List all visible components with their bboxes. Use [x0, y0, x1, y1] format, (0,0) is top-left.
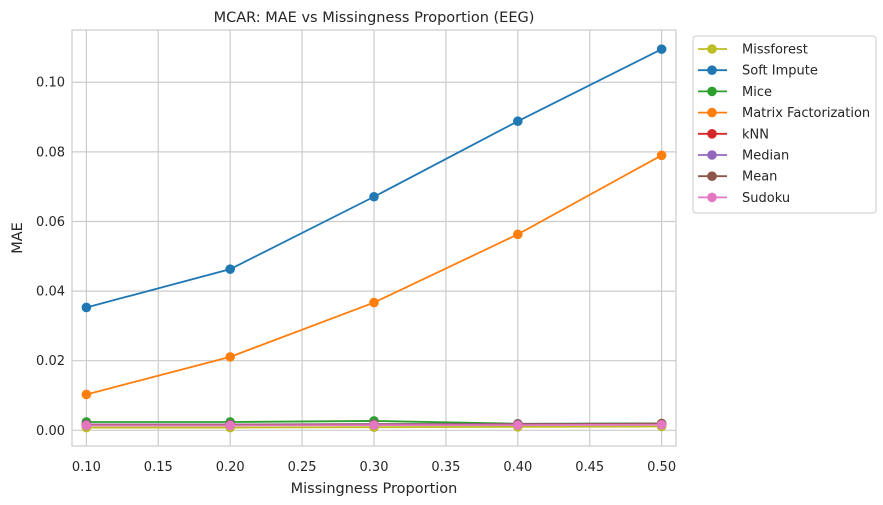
legend-label: Median — [742, 149, 789, 164]
data-point-sudoku — [369, 420, 379, 430]
x-tick-label: 0.15 — [144, 460, 173, 475]
legend-item-mice: Mice — [698, 85, 772, 100]
data-point-matrix-factorization — [656, 150, 667, 161]
legend-swatch-marker — [707, 150, 717, 160]
x-tick-label: 0.45 — [575, 460, 604, 475]
legend-swatch-marker — [707, 86, 717, 97]
legend-item-knn: kNN — [698, 127, 769, 142]
series-sudoku — [81, 419, 667, 431]
data-point-soft-impute — [656, 44, 667, 54]
data-point-matrix-factorization — [513, 229, 523, 240]
series-matrix-factorization — [81, 150, 667, 400]
legend-label: Sudoku — [742, 191, 790, 206]
legend-label: Missforest — [742, 43, 808, 58]
plot-frame — [71, 29, 677, 447]
x-tick-label: 0.35 — [431, 460, 460, 475]
legend-label: Mice — [742, 85, 772, 100]
data-point-soft-impute — [81, 302, 92, 313]
legend-swatch-marker — [707, 107, 717, 118]
y-tick-label: 0.04 — [36, 285, 65, 300]
x-tick-label: 0.20 — [216, 460, 245, 475]
legend-item-missforest: Missforest — [698, 43, 808, 58]
x-tick-label: 0.50 — [647, 460, 676, 475]
legend-swatch-marker — [707, 129, 717, 139]
legend: Missforest Soft Impute Mice Matrix Factoriz… — [692, 35, 877, 214]
data-point-soft-impute — [369, 191, 379, 202]
y-axis-ticks: 0.00 0.02 0.04 0.06 0.08 0.10 — [36, 76, 65, 439]
legend-item-mean: Mean — [698, 170, 777, 185]
x-tick-label: 0.30 — [360, 460, 389, 475]
legend-swatch-marker — [707, 44, 717, 54]
legend-label: kNN — [742, 127, 769, 142]
legend-item-soft-impute: Soft Impute — [698, 64, 818, 79]
y-tick-label: 0.06 — [36, 215, 65, 230]
data-point-sudoku — [225, 420, 235, 431]
data-point-sudoku — [656, 419, 667, 430]
series-layer — [81, 44, 667, 433]
data-point-matrix-factorization — [369, 297, 379, 308]
data-point-sudoku — [513, 420, 523, 430]
series-soft-impute — [81, 44, 667, 313]
legend-label: Mean — [742, 170, 777, 185]
x-tick-label: 0.10 — [72, 460, 101, 475]
data-point-matrix-factorization — [225, 352, 235, 362]
data-point-sudoku — [81, 420, 92, 431]
legend-item-median: Median — [698, 149, 789, 164]
x-axis-ticks: 0.10 0.15 0.20 0.25 0.30 0.35 0.40 0.45 0.50 — [72, 460, 676, 475]
legend-swatch-marker — [707, 171, 717, 181]
legend-swatch-marker — [707, 65, 717, 75]
x-tick-label: 0.25 — [288, 460, 317, 475]
data-point-matrix-factorization — [81, 389, 92, 400]
legend-frame — [692, 35, 877, 214]
y-tick-label: 0.02 — [36, 354, 65, 369]
y-axis-label: MAE — [10, 222, 26, 254]
y-tick-label: 0.10 — [36, 76, 65, 91]
y-tick-label: 0.08 — [36, 145, 65, 160]
legend-label: Matrix Factorization — [742, 106, 870, 121]
legend-label: Soft Impute — [742, 64, 818, 79]
data-point-soft-impute — [225, 264, 235, 274]
data-point-soft-impute — [513, 116, 523, 127]
x-tick-label: 0.40 — [503, 460, 532, 475]
legend-item-sudoku: Sudoku — [698, 191, 790, 206]
y-tick-label: 0.00 — [36, 424, 65, 439]
chart-title: MCAR: MAE vs Missingness Proportion (EEG… — [214, 10, 535, 26]
legend-swatch-marker — [707, 192, 717, 203]
x-axis-label: Missingness Proportion — [291, 481, 458, 497]
legend-item-matrix-factorization: Matrix Factorization — [698, 106, 870, 121]
grid — [72, 30, 676, 446]
